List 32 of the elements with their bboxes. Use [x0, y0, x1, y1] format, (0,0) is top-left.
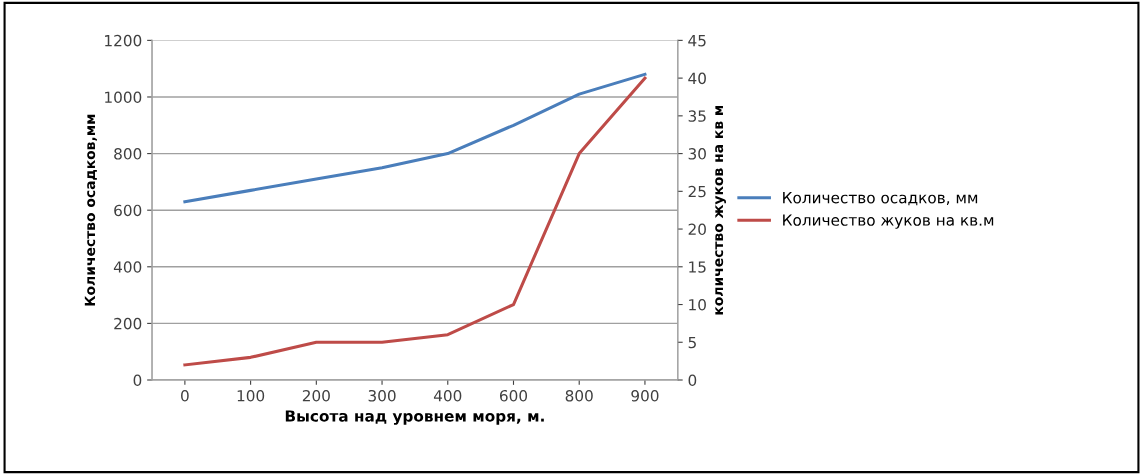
y-tick-label: 400 — [113, 261, 142, 273]
x-axis-title: Высота над уровнем моря, м. — [285, 410, 544, 425]
y-tick-label: 0 — [133, 374, 142, 387]
y-tick-label: 600 — [114, 204, 142, 217]
y2-tick-label: 15 — [689, 261, 706, 273]
y-tick-label: 1200 — [105, 34, 142, 47]
x-tick-label: 400 — [433, 389, 462, 402]
x-tick-label: 900 — [631, 389, 659, 402]
legend-label: Количество жуков на кв.м — [783, 214, 994, 229]
line-series — [183, 76, 647, 367]
x-tick-label: 600 — [499, 389, 528, 402]
x-tick-label: 100 — [237, 389, 265, 402]
y-axis-title: Количество осадков,мм — [84, 114, 97, 306]
legend-label: Количество осадков, мм — [783, 192, 978, 206]
y-tick-label: 800 — [114, 148, 142, 160]
line-series — [183, 72, 647, 204]
y2-tick-label: 30 — [688, 148, 706, 160]
y2-tick-label: 20 — [688, 223, 706, 236]
x-tick-label: 200 — [302, 389, 330, 402]
y2-tick-label: 10 — [689, 298, 706, 311]
x-tick-label: 300 — [368, 389, 396, 402]
y2-tick-label: 5 — [688, 336, 696, 349]
y2-tick-label: 25 — [688, 185, 706, 198]
y2-tick-label: 40 — [688, 72, 706, 85]
y-tick-label: 1000 — [105, 91, 142, 103]
y2-axis-title: количество жуков на кв м — [715, 105, 726, 315]
y2-tick-label: 45 — [688, 35, 706, 47]
x-tick-label: 800 — [565, 389, 593, 402]
y2-tick-label: 0 — [688, 374, 697, 387]
x-tick-label: 0 — [181, 389, 189, 402]
y2-tick-label: 35 — [688, 110, 706, 122]
y-tick-label: 200 — [114, 317, 142, 330]
